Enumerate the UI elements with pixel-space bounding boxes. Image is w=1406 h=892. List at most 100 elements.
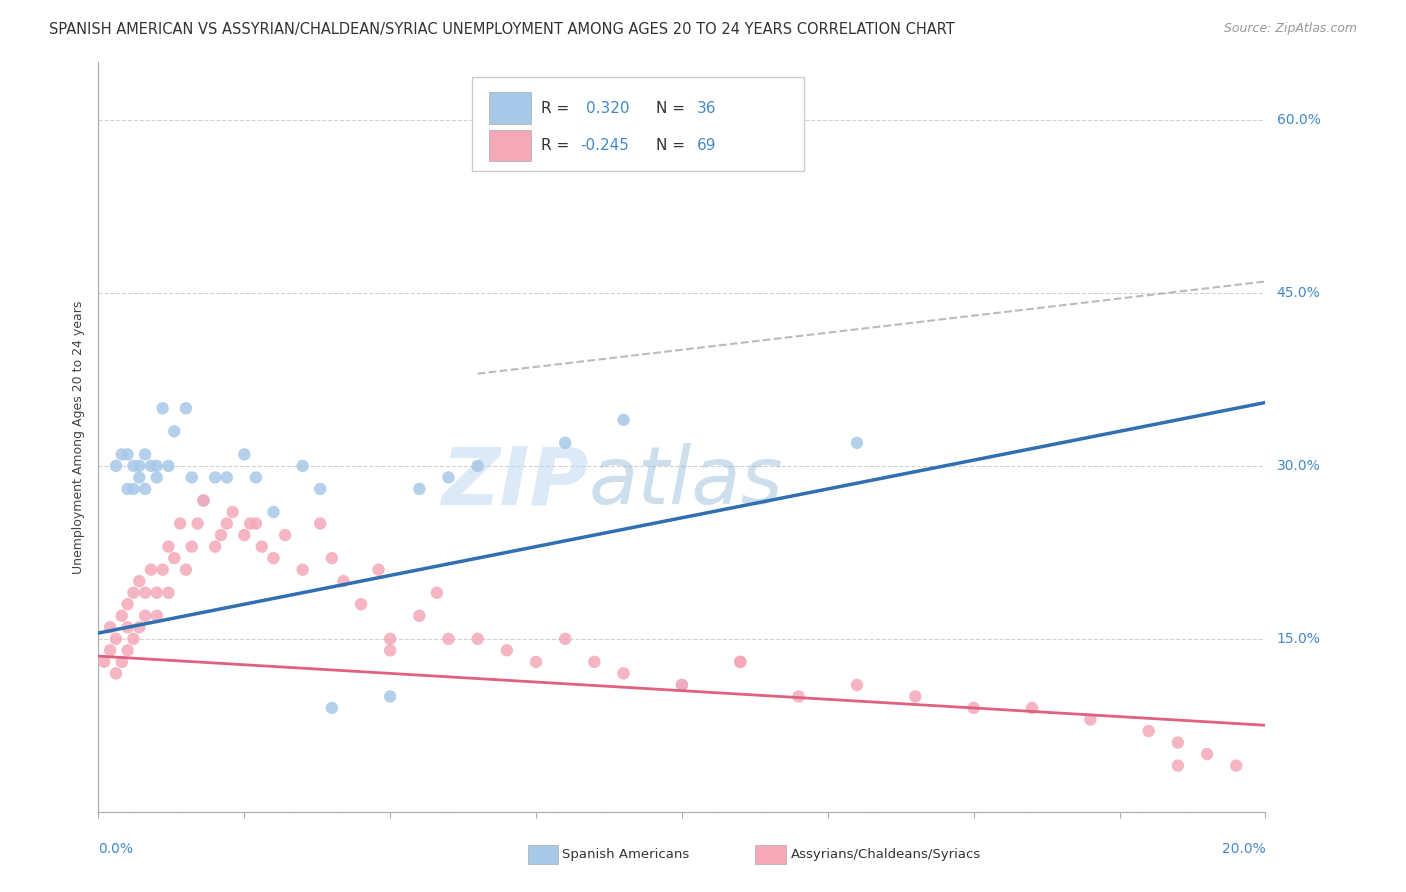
Point [204, 470, 226, 484]
Point [122, 585, 145, 599]
FancyBboxPatch shape [527, 845, 558, 864]
Point [309, 482, 332, 496]
Point [193, 493, 215, 508]
Point [98, 620, 121, 634]
Point [426, 585, 449, 599]
Point [174, 401, 197, 416]
Point [730, 655, 752, 669]
Point [134, 447, 156, 461]
Point [128, 574, 150, 589]
Point [1021, 701, 1043, 715]
Text: N =: N = [657, 138, 690, 153]
Point [117, 620, 139, 634]
Point [380, 643, 402, 657]
Point [332, 574, 354, 589]
Point [496, 78, 519, 93]
Point [1225, 758, 1247, 772]
Text: SPANISH AMERICAN VS ASSYRIAN/CHALDEAN/SYRIAC UNEMPLOYMENT AMONG AGES 20 TO 24 YE: SPANISH AMERICAN VS ASSYRIAN/CHALDEAN/SY… [49, 22, 955, 37]
Point [134, 482, 156, 496]
Y-axis label: Unemployment Among Ages 20 to 24 years: Unemployment Among Ages 20 to 24 years [72, 301, 86, 574]
Point [245, 516, 267, 531]
FancyBboxPatch shape [489, 93, 531, 124]
Point [274, 528, 297, 542]
Point [146, 608, 169, 623]
Point [262, 505, 284, 519]
Point [98, 643, 121, 657]
Point [204, 540, 226, 554]
Point [117, 482, 139, 496]
Point [152, 563, 174, 577]
Point [111, 608, 134, 623]
Point [187, 516, 209, 531]
Point [408, 608, 430, 623]
Point [215, 516, 238, 531]
Point [291, 458, 314, 473]
Point [612, 666, 634, 681]
Point [467, 458, 489, 473]
Text: 20.0%: 20.0% [1222, 842, 1265, 856]
Point [180, 540, 202, 554]
Point [350, 597, 373, 611]
Text: R =: R = [541, 138, 574, 153]
Point [437, 632, 460, 646]
Point [380, 632, 402, 646]
Point [380, 690, 402, 704]
Point [408, 482, 430, 496]
Point [291, 563, 314, 577]
Point [671, 678, 693, 692]
Point [233, 528, 256, 542]
Point [1167, 735, 1189, 749]
Point [122, 458, 145, 473]
Point [122, 632, 145, 646]
Point [1195, 747, 1218, 761]
Text: 69: 69 [697, 138, 717, 153]
Point [93, 655, 115, 669]
Point [1137, 724, 1160, 739]
Point [128, 470, 150, 484]
Text: 30.0%: 30.0% [1277, 458, 1320, 473]
Point [139, 458, 162, 473]
Point [846, 678, 869, 692]
Text: 36: 36 [697, 101, 717, 116]
Point [962, 701, 984, 715]
Point [193, 493, 215, 508]
Text: -0.245: -0.245 [581, 138, 630, 153]
Point [583, 655, 606, 669]
Point [233, 447, 256, 461]
FancyBboxPatch shape [472, 78, 804, 171]
Point [180, 470, 202, 484]
Point [846, 435, 869, 450]
FancyBboxPatch shape [489, 130, 531, 161]
Point [128, 458, 150, 473]
Point [139, 563, 162, 577]
Point [163, 551, 186, 566]
Point [117, 447, 139, 461]
Point [169, 516, 191, 531]
Point [157, 458, 180, 473]
Point [245, 470, 267, 484]
Point [367, 563, 389, 577]
Point [104, 666, 127, 681]
Text: N =: N = [657, 101, 690, 116]
Point [157, 585, 180, 599]
Text: Source: ZipAtlas.com: Source: ZipAtlas.com [1223, 22, 1357, 36]
Point [146, 458, 169, 473]
Point [111, 655, 134, 669]
Text: 0.320: 0.320 [586, 101, 630, 116]
Point [128, 620, 150, 634]
Text: Assyrians/Chaldeans/Syriacs: Assyrians/Chaldeans/Syriacs [790, 848, 981, 861]
Point [321, 551, 343, 566]
Point [524, 655, 547, 669]
Text: atlas: atlas [589, 443, 783, 521]
Point [174, 563, 197, 577]
Point [209, 528, 232, 542]
Text: 45.0%: 45.0% [1277, 286, 1320, 300]
Point [321, 701, 343, 715]
Point [134, 608, 156, 623]
Point [146, 585, 169, 599]
Point [309, 516, 332, 531]
Point [157, 540, 180, 554]
Point [163, 425, 186, 439]
Point [262, 551, 284, 566]
Point [437, 470, 460, 484]
